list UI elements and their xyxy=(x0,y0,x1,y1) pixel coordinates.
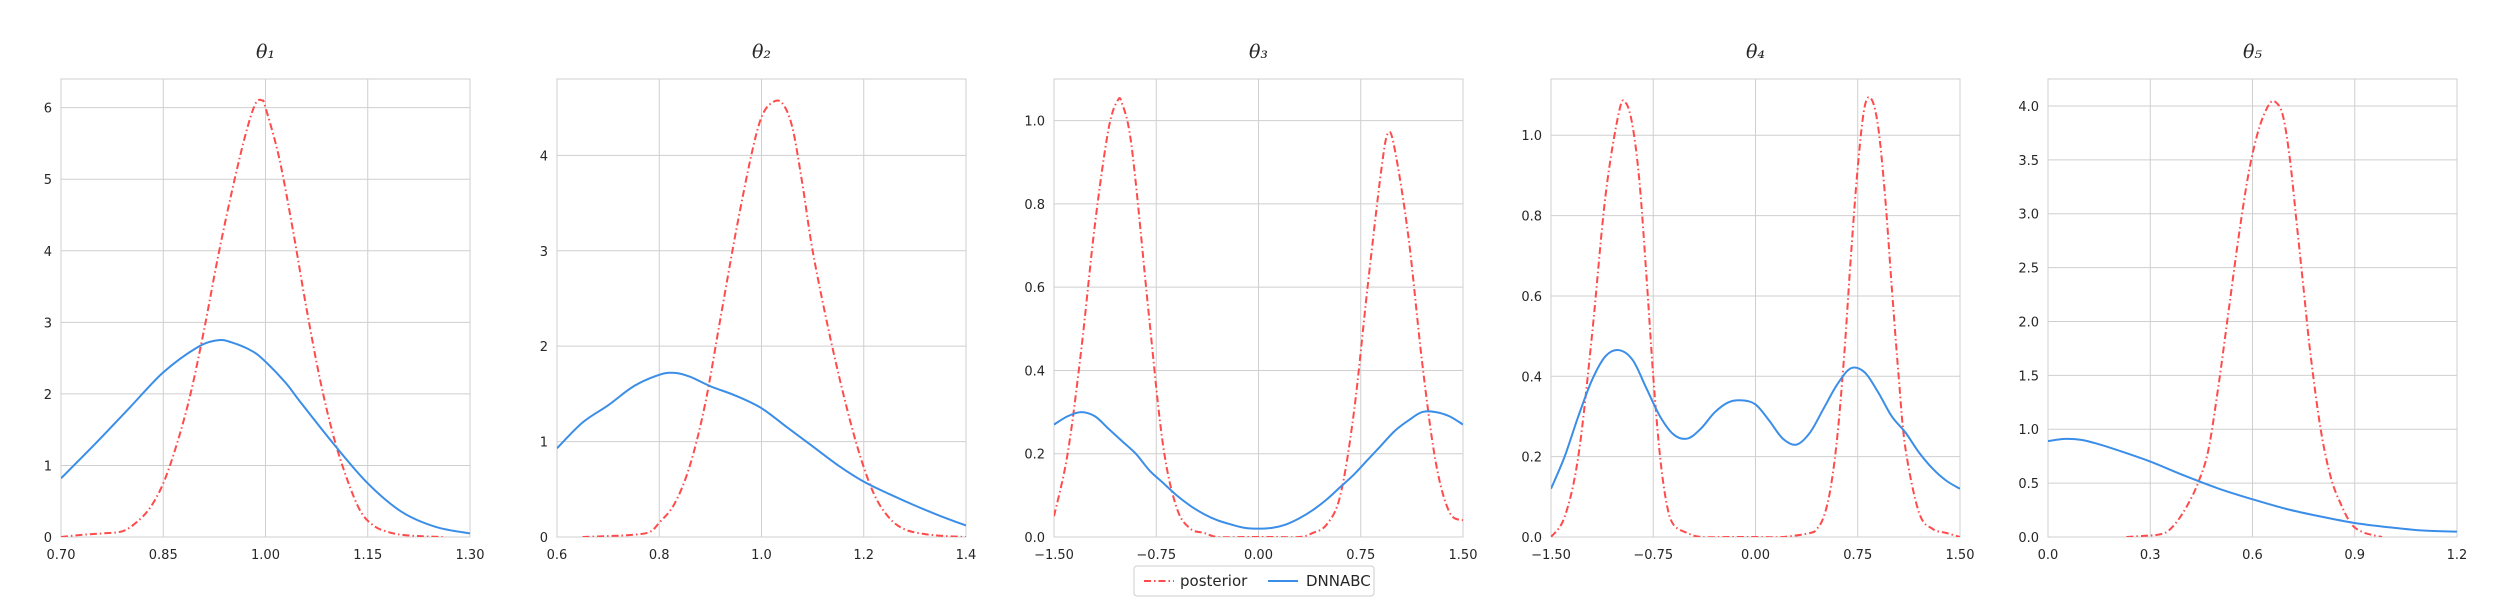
y-tick-label: 1 xyxy=(44,459,52,474)
y-tick-label: 3.0 xyxy=(2018,208,2039,223)
x-tick-label: 0.00 xyxy=(1244,548,1273,563)
x-tick-label: −0.75 xyxy=(1136,548,1176,563)
panel-5: 0.0 0.3 0.6 0.9 1.2 0.0 0.5 1.0 1.5 2.0 2.5 3.0 3.5 4… xyxy=(2018,41,2467,563)
y-tick-label: 2.5 xyxy=(2018,262,2039,277)
y-tick-label: 0.0 xyxy=(2018,531,2039,546)
series-line-dnnabc xyxy=(61,338,470,535)
panel-title: θ₂ xyxy=(752,41,771,63)
series-line-dnnabc xyxy=(1054,410,1463,530)
y-tick-label: 1 xyxy=(540,436,548,451)
x-tick-label: 0.9 xyxy=(2344,548,2365,563)
y-tick-label: 0 xyxy=(540,531,548,546)
series-line-posterior xyxy=(1551,96,1960,537)
x-tick-label: 1.50 xyxy=(1946,548,1975,563)
y-tick-label: 0.4 xyxy=(1521,370,1542,385)
legend: posterior DNNABC xyxy=(1133,565,1375,597)
plot-frame xyxy=(60,78,471,538)
legend-label-posterior: posterior xyxy=(1180,572,1248,590)
x-tick-label: 0.75 xyxy=(1346,548,1375,563)
x-tick-label: −1.50 xyxy=(1531,548,1571,563)
y-tick-label: 2.0 xyxy=(2018,315,2039,330)
panel-title: θ₅ xyxy=(2243,41,2262,63)
y-tick-label: 0.2 xyxy=(1024,448,1045,463)
panel-title: θ₄ xyxy=(1746,41,1765,63)
y-tick-label: 1.0 xyxy=(1521,129,1542,144)
x-tick-label: 0.75 xyxy=(1843,548,1872,563)
x-tick-label: 1.00 xyxy=(251,548,280,563)
x-tick-label: 1.2 xyxy=(853,548,874,563)
panel-title: θ₃ xyxy=(1249,41,1268,63)
y-tick-label: 2 xyxy=(540,340,548,355)
series-line-dnnabc xyxy=(557,371,966,527)
plot-frame xyxy=(556,78,967,538)
y-tick-label: 4.0 xyxy=(2018,100,2039,115)
series-line-posterior xyxy=(1054,97,1463,537)
x-tick-label: 1.0 xyxy=(751,548,772,563)
x-tick-label: 1.50 xyxy=(1449,548,1478,563)
panel-4: −1.50 −0.75 0.00 0.75 1.50 0.0 0.2 0.4 0.6 0.8 1.0… xyxy=(1521,41,1974,563)
x-tick-label: −0.75 xyxy=(1633,548,1673,563)
x-tick-label: 1.30 xyxy=(456,548,485,563)
x-tick-label: 0.00 xyxy=(1741,548,1770,563)
y-tick-label: 0.0 xyxy=(1521,531,1542,546)
y-tick-label: 0.6 xyxy=(1024,281,1045,296)
y-tick-label: 0.0 xyxy=(1024,531,1045,546)
y-tick-label: 0.5 xyxy=(2018,477,2039,492)
y-tick-label: 3 xyxy=(44,316,52,331)
y-tick-label: 6 xyxy=(44,102,52,117)
y-tick-label: 4 xyxy=(44,245,52,260)
panel-1: 0.70 0.85 1.00 1.15 1.30 0 1 2 3 4 5 6 θ₁ xyxy=(44,41,485,563)
y-tick-label: 0.4 xyxy=(1024,364,1045,379)
panel-title: θ₁ xyxy=(256,41,275,63)
x-tick-label: 0.8 xyxy=(649,548,670,563)
y-tick-label: 1.0 xyxy=(1024,115,1045,130)
legend-frame xyxy=(1133,565,1375,597)
x-tick-label: 0.6 xyxy=(2242,548,2263,563)
y-tick-label: 0.8 xyxy=(1521,210,1542,225)
y-tick-label: 2 xyxy=(44,388,52,403)
y-tick-label: 3.5 xyxy=(2018,154,2039,169)
y-tick-label: 0.6 xyxy=(1521,290,1542,305)
y-tick-label: 1.0 xyxy=(2018,423,2039,438)
x-tick-label: 1.15 xyxy=(353,548,382,563)
panel-3: −1.50 −0.75 0.00 0.75 1.50 0.0 0.2 0.4 0.6 0.8 1.0… xyxy=(1024,41,1477,563)
y-tick-label: 4 xyxy=(540,149,548,164)
x-tick-label: 0.6 xyxy=(547,548,568,563)
series-line-posterior xyxy=(61,98,443,537)
panel-2: 0.6 0.8 1.0 1.2 1.4 0 1 2 3 4 θ₂ xyxy=(540,41,977,563)
series-line-dnnabc xyxy=(2048,437,2457,533)
y-tick-label: 5 xyxy=(44,173,52,188)
series-line-posterior xyxy=(582,99,966,537)
x-tick-label: 1.4 xyxy=(956,548,977,563)
y-tick-label: 0 xyxy=(44,531,52,546)
x-tick-label: 0.3 xyxy=(2140,548,2161,563)
y-tick-label: 0.8 xyxy=(1024,198,1045,213)
y-tick-label: 1.5 xyxy=(2018,369,2039,384)
x-tick-label: 0.0 xyxy=(2038,548,2059,563)
x-tick-label: 0.85 xyxy=(149,548,178,563)
y-tick-label: 0.2 xyxy=(1521,451,1542,466)
x-tick-label: 0.70 xyxy=(47,548,76,563)
x-tick-label: −1.50 xyxy=(1034,548,1074,563)
series-line-posterior xyxy=(2126,99,2383,537)
y-tick-label: 3 xyxy=(540,245,548,260)
legend-label-dnnabc: DNNABC xyxy=(1306,572,1371,590)
series-line-dnnabc xyxy=(1551,349,1960,490)
plot-frame xyxy=(2047,78,2458,538)
x-tick-label: 1.2 xyxy=(2447,548,2468,563)
